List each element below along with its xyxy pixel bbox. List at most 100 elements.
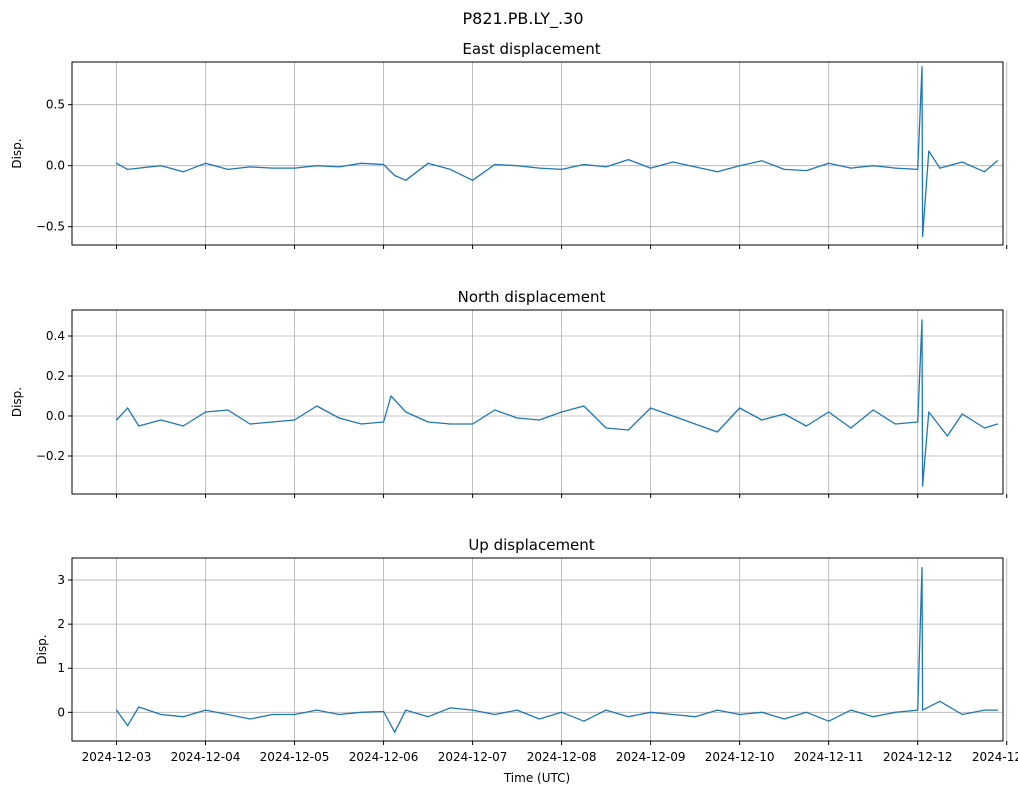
data-point: [739, 713, 741, 716]
data-point: [917, 709, 919, 711]
x-tick-label: 2024-12-04: [171, 750, 241, 764]
data-point: [961, 713, 963, 716]
data-point: [872, 409, 874, 411]
data-point: [516, 417, 518, 419]
data-point: [360, 162, 362, 164]
data-point: [739, 165, 741, 167]
data-point: [227, 409, 229, 411]
y-axis-label: Disp.: [35, 634, 49, 664]
axes-frame: [71, 61, 1004, 246]
y-tick-label: 0.0: [46, 159, 65, 173]
data-point: [249, 423, 251, 425]
y-tick-label: 3: [57, 573, 65, 587]
data-point: [694, 716, 696, 718]
data-point: [271, 167, 273, 169]
x-tick-label: 2024-12-07: [438, 750, 508, 764]
data-point: [850, 167, 852, 169]
data-point: [922, 709, 924, 711]
data-point: [716, 171, 718, 173]
data-point: [293, 419, 296, 421]
data-point: [271, 713, 273, 716]
data-point: [650, 711, 652, 713]
data-point: [494, 713, 496, 716]
data-point: [605, 427, 607, 429]
data-point: [928, 150, 930, 152]
data-line: [115, 567, 998, 733]
data-point: [894, 167, 897, 169]
y-tick-label: 2: [57, 617, 65, 631]
figure-suptitle: P821.PB.LY_.30: [463, 9, 584, 29]
x-tick-label: 2024-12-11: [794, 750, 864, 764]
data-point: [650, 167, 652, 169]
data-point: [227, 168, 229, 170]
data-point: [138, 167, 140, 169]
data-point: [583, 405, 585, 407]
y-axis-label: Disp.: [10, 138, 24, 168]
data-point: [390, 395, 392, 397]
y-tick-label: 1: [57, 661, 65, 675]
data-point: [204, 709, 207, 711]
data-point: [516, 709, 518, 711]
y-tick-label: 0: [57, 705, 65, 719]
data-point: [293, 713, 296, 716]
data-point: [204, 411, 207, 413]
data-point: [115, 162, 118, 164]
data-point: [538, 167, 540, 169]
data-point: [739, 407, 741, 409]
data-point: [316, 405, 318, 407]
subplot-up: 3 2 1 0 2024-12-03 2024-12-04 2024-12-05 2024-1…: [35, 536, 1018, 764]
axes-frame: [71, 309, 1004, 495]
data-point: [405, 179, 407, 181]
data-point: [471, 179, 474, 181]
data-point: [316, 165, 318, 167]
data-point: [449, 168, 451, 170]
data-point: [494, 163, 496, 166]
y-tick-label: 0.5: [46, 98, 65, 112]
data-point: [271, 421, 273, 423]
data-point: [894, 423, 897, 425]
data-point: [127, 407, 129, 409]
data-point: [716, 431, 718, 433]
data-point: [983, 171, 986, 173]
data-point: [160, 713, 162, 716]
data-point: [538, 718, 540, 720]
data-point: [921, 319, 923, 321]
data-point: [805, 169, 808, 172]
data-point: [160, 165, 162, 167]
data-point: [583, 163, 585, 166]
data-point: [961, 161, 963, 163]
data-point: [538, 419, 540, 421]
data-point: [928, 411, 930, 413]
x-tick-label: 2024-12-13: [972, 750, 1018, 764]
data-point: [182, 425, 184, 427]
data-point: [850, 709, 852, 711]
data-point: [922, 235, 924, 238]
data-point: [650, 407, 652, 409]
data-point: [115, 419, 118, 421]
data-point: [249, 166, 251, 168]
data-point: [127, 168, 129, 170]
subplot-title: East displacement: [462, 40, 600, 58]
data-point: [338, 417, 340, 419]
data-point: [627, 159, 629, 161]
data-point: [204, 162, 207, 164]
data-point: [872, 716, 874, 718]
subplot-title: Up displacement: [468, 536, 594, 554]
data-point: [405, 709, 407, 711]
data-point: [672, 161, 674, 163]
data-point: [494, 409, 496, 411]
data-point: [961, 413, 963, 415]
data-point: [360, 711, 362, 713]
data-point: [783, 168, 785, 170]
data-point: [761, 160, 763, 162]
data-point: [761, 419, 763, 421]
data-point: [946, 435, 948, 437]
data-point: [627, 716, 629, 718]
y-tick-label: 0.2: [46, 369, 65, 383]
data-point: [449, 423, 451, 425]
data-point: [138, 706, 140, 708]
data-point: [761, 711, 763, 713]
axes-frame: [71, 557, 1004, 742]
data-point: [561, 168, 563, 170]
